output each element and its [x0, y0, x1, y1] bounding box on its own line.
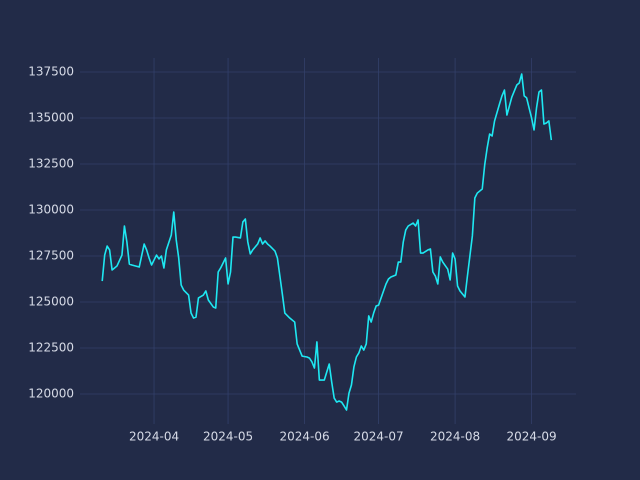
line-series	[101, 73, 553, 411]
x-tick-label: 2024-08	[430, 430, 480, 444]
y-tick-label: 125000	[28, 295, 74, 309]
y-tick-label: 132500	[28, 156, 74, 170]
x-tick-label: 2024-05	[203, 430, 253, 444]
y-tick-label: 130000	[28, 202, 74, 216]
y-tick-label: 127500	[28, 248, 74, 262]
y-tick-label: 122500	[28, 341, 74, 355]
x-tick-label: 2024-04	[129, 430, 179, 444]
y-tick-label: 137500	[28, 64, 74, 78]
x-tick-label: 2024-07	[354, 430, 404, 444]
y-tick-label: 120000	[28, 387, 74, 401]
y-tick-label: 135000	[28, 110, 74, 124]
x-tick-label: 2024-09	[507, 430, 557, 444]
x-tick-label: 2024-06	[279, 430, 329, 444]
